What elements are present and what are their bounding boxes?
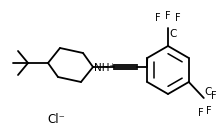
Text: Cl⁻: Cl⁻: [47, 113, 65, 126]
Text: C: C: [205, 87, 212, 97]
Text: NH⁺: NH⁺: [94, 63, 115, 73]
Text: F: F: [198, 108, 204, 118]
Text: F: F: [175, 13, 181, 23]
Text: F: F: [211, 91, 216, 101]
Text: F: F: [206, 106, 212, 116]
Text: F: F: [155, 13, 161, 23]
Text: C: C: [169, 29, 176, 39]
Text: F: F: [165, 11, 171, 21]
